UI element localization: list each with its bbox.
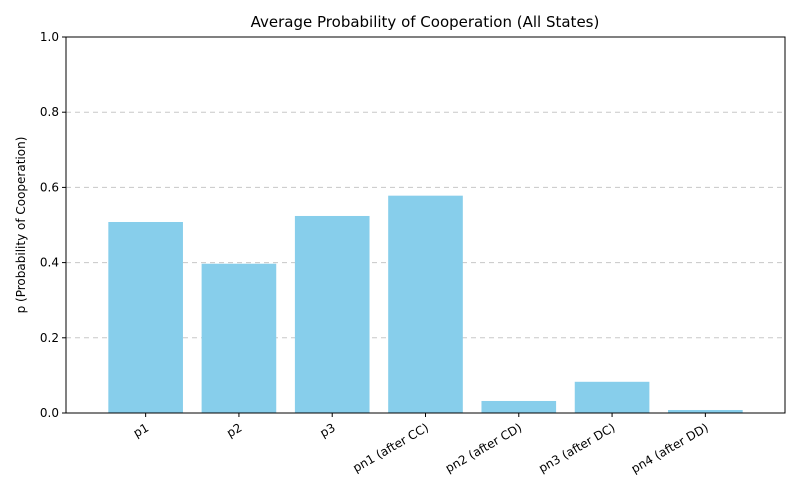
bars bbox=[108, 195, 743, 413]
y-tick-label-3: 0.6 bbox=[40, 180, 59, 194]
y-tick-label-5: 1.0 bbox=[40, 30, 59, 44]
y-tick-label-4: 0.8 bbox=[40, 105, 59, 119]
x-tick-label-1: p2 bbox=[224, 420, 244, 440]
x-tick-label-2: p3 bbox=[317, 420, 337, 440]
bar-2 bbox=[294, 215, 370, 413]
y-axis-ticks: 0.0 0.2 0.4 0.6 0.8 1.0 bbox=[40, 30, 66, 420]
x-tick-label-5: pn3 (after DC) bbox=[536, 420, 617, 475]
x-tick-label-0: p1 bbox=[131, 420, 151, 440]
x-tick-label-3: pn1 (after CC) bbox=[350, 420, 431, 475]
bar-4 bbox=[481, 400, 557, 413]
x-tick-label-4: pn2 (after CD) bbox=[443, 420, 524, 475]
chart-title: Average Probability of Cooperation (All … bbox=[251, 13, 600, 31]
x-axis-ticks: p1 p2 p3 pn1 (after CC) pn2 (after CD) pn3 (a… bbox=[131, 413, 711, 476]
y-tick-label-1: 0.2 bbox=[40, 331, 59, 345]
bar-6 bbox=[668, 409, 743, 413]
bar-0 bbox=[108, 221, 183, 413]
y-tick-label-0: 0.0 bbox=[40, 406, 59, 420]
bar-1 bbox=[201, 263, 277, 413]
bar-3 bbox=[388, 195, 463, 413]
gridlines bbox=[66, 111, 785, 339]
y-tick-label-2: 0.4 bbox=[40, 256, 59, 270]
y-axis-label: p (Probability of Cooperation) bbox=[14, 137, 28, 314]
bar-5 bbox=[574, 381, 650, 413]
x-tick-label-6: pn4 (after DD) bbox=[629, 420, 711, 475]
